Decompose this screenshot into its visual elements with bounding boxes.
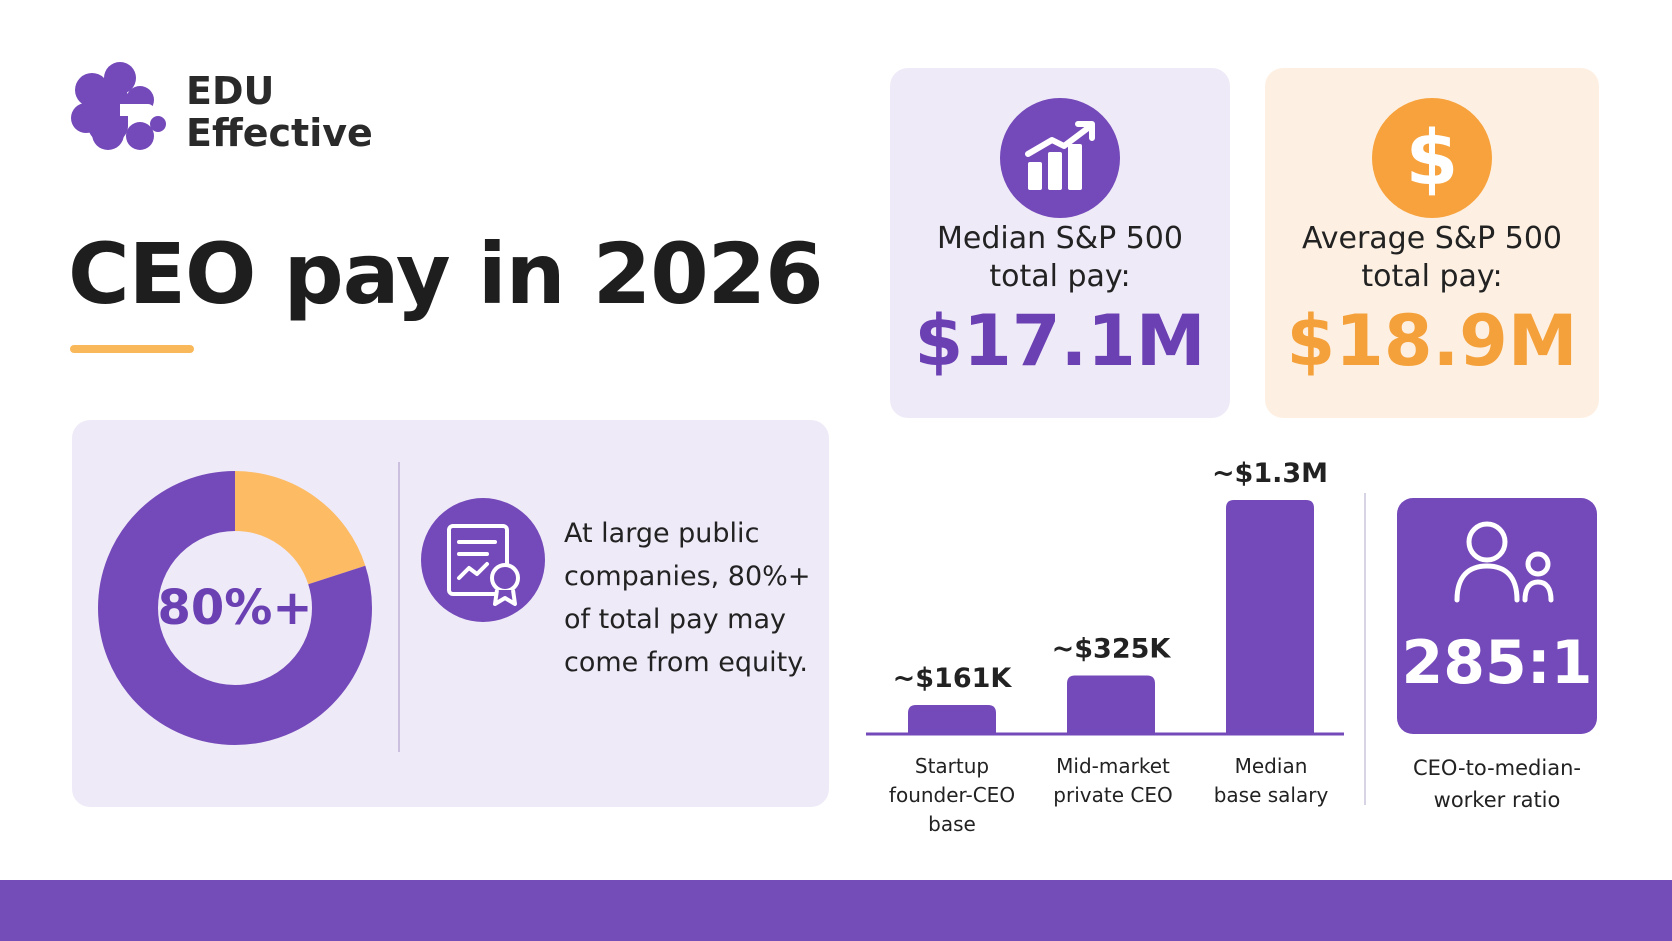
ratio-label: CEO-to-median- worker ratio (1413, 756, 1581, 812)
bar-value-label-1: ~$325K (1052, 634, 1172, 665)
equity-donut-chart (98, 471, 372, 745)
category-label-median: Median base salary (1213, 754, 1329, 807)
title-underline (70, 345, 194, 353)
donut-slice-0 (98, 471, 372, 745)
median-pay-value: $17.1M (914, 300, 1206, 382)
equity-panel: 80%+ At large public companies, 80%+ of … (72, 420, 829, 807)
average-pay-card: $ Average S&P 500 total pay: $18.9M (1265, 68, 1599, 418)
brand-logo-icon (71, 62, 166, 150)
brand-name-line2: Effective (186, 111, 373, 155)
average-pay-value: $18.9M (1286, 300, 1578, 382)
brand-logo: EDU Effective (68, 60, 373, 160)
category-label-startup: Startup founder-CEO base (888, 754, 1016, 836)
certificate-icon (421, 498, 545, 622)
salary-bar-chart: ~$161K ~$325K ~$1.3M (866, 458, 1344, 736)
chart-divider (1364, 493, 1366, 805)
median-pay-label: Median S&P 500 total pay: (937, 221, 1183, 294)
bar-0 (908, 705, 996, 734)
svg-text:$: $ (1406, 113, 1459, 202)
donut-center-label: 80%+ (157, 580, 313, 636)
page-title: CEO pay in 2026 (68, 225, 824, 323)
footer-band (0, 880, 1672, 941)
brand-name-line1: EDU (186, 69, 275, 113)
average-pay-label: Average S&P 500 total pay: (1301, 221, 1563, 294)
equity-description: At large public companies, 80%+ of total… (564, 518, 811, 678)
bar-1 (1067, 675, 1155, 734)
median-pay-card: Median S&P 500 total pay: $17.1M (890, 68, 1230, 418)
bar-value-label-2: ~$1.3M (1212, 458, 1328, 489)
dollar-sign-icon: $ (1372, 98, 1492, 218)
adult-and-child-icon (1454, 521, 1554, 603)
rising-bar-chart-icon (1000, 98, 1120, 218)
ratio-value: 285:1 (1401, 628, 1593, 698)
bar-2 (1226, 500, 1314, 734)
category-label-mid-market: Mid-market private CEO (1053, 754, 1173, 807)
ratio-card: 285:1 (1397, 498, 1597, 734)
bar-value-label-0: ~$161K (893, 663, 1013, 694)
panel-divider (398, 462, 400, 752)
